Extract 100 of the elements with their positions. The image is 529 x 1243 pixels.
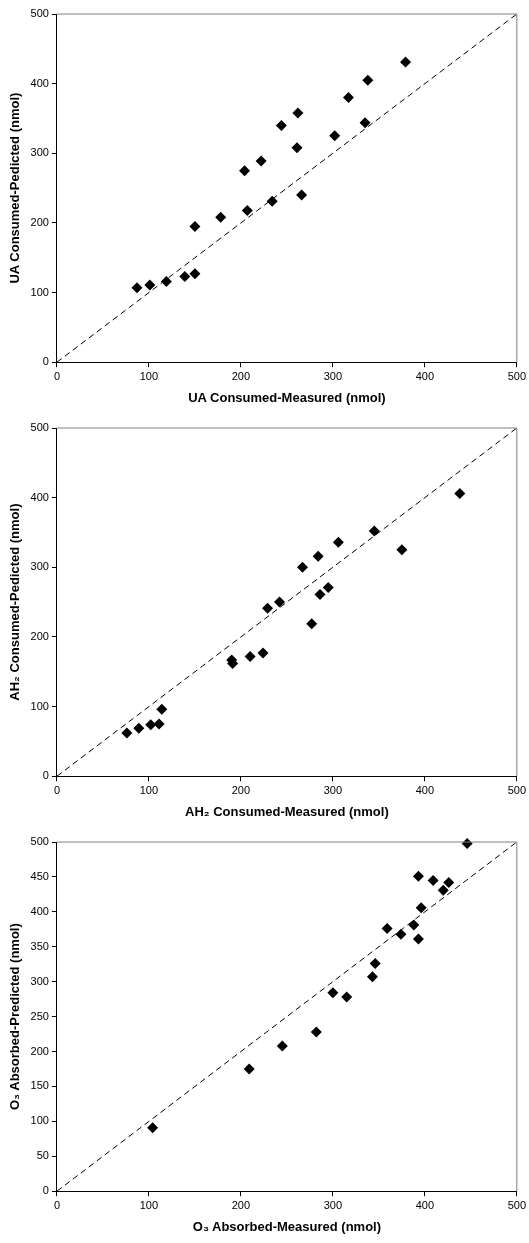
y-tick-label: 400	[30, 76, 49, 89]
point	[297, 561, 309, 573]
y-tick-label: 300	[30, 974, 49, 987]
x-tick-label: 500	[507, 1198, 526, 1211]
y-tick-label: 0	[42, 769, 49, 782]
point	[415, 902, 427, 914]
x-axis-title: AH₂ Consumed-Measured (nmol)	[185, 803, 389, 819]
y-tick-label: 450	[30, 869, 49, 882]
y-tick-label: 500	[30, 421, 49, 434]
point	[395, 928, 407, 940]
point	[147, 1122, 159, 1134]
y-tick-label: 200	[30, 1044, 49, 1057]
point	[243, 1063, 255, 1075]
x-tick-label: 0	[53, 783, 61, 796]
point	[412, 870, 424, 882]
point	[145, 719, 157, 731]
x-tick-label: 200	[231, 1198, 251, 1211]
point	[381, 923, 393, 935]
y-tick-label: 100	[30, 699, 49, 712]
point	[341, 991, 353, 1003]
y-tick-label: 100	[30, 285, 49, 298]
y-tick-label: 150	[30, 1079, 49, 1092]
point	[291, 142, 303, 154]
y-tick-label: 0	[42, 355, 49, 368]
y-tick-label: 100	[30, 1114, 49, 1127]
point	[329, 130, 341, 142]
point	[427, 874, 439, 886]
point	[262, 602, 274, 614]
point	[343, 92, 355, 104]
x-axis-title: UA Consumed-Measured (nmol)	[188, 389, 386, 405]
point	[408, 919, 420, 931]
y-tick-label: 500	[30, 835, 49, 848]
x-tick-label: 300	[323, 783, 343, 796]
y-tick-label: 400	[30, 490, 49, 503]
point	[179, 271, 191, 283]
point	[244, 650, 256, 662]
x-tick-label: 100	[139, 369, 159, 382]
point	[312, 550, 324, 562]
point	[189, 268, 201, 280]
point	[239, 165, 251, 177]
point	[454, 487, 466, 499]
point	[133, 722, 145, 734]
x-tick-label: 400	[415, 369, 435, 382]
x-tick-label: 500	[507, 783, 526, 796]
x-tick-label: 0	[53, 369, 61, 382]
point	[296, 189, 308, 201]
point	[362, 74, 374, 86]
point	[276, 1040, 288, 1052]
y-tick-label: 300	[30, 560, 49, 573]
y-tick-label: 0	[42, 1184, 49, 1197]
x-axis-title: O₃ Absorbed-Measured (nmol)	[192, 1218, 382, 1234]
point	[255, 155, 267, 167]
y-tick-label: 300	[30, 146, 49, 159]
point	[443, 877, 455, 889]
point	[257, 647, 269, 659]
point	[306, 618, 318, 630]
x-tick-label: 100	[139, 783, 159, 796]
point	[359, 117, 371, 129]
point	[274, 596, 286, 608]
point	[396, 544, 408, 556]
point	[437, 884, 449, 896]
x-tick-label: 200	[231, 783, 251, 796]
point	[215, 211, 227, 223]
point	[327, 987, 339, 999]
point	[314, 588, 326, 600]
point	[369, 958, 381, 970]
point	[275, 119, 287, 131]
point	[310, 1026, 322, 1038]
y-tick-label: 400	[30, 904, 49, 917]
point	[144, 279, 156, 291]
point	[368, 525, 380, 537]
point	[156, 703, 168, 715]
x-tick-label: 300	[323, 369, 343, 382]
y-tick-label: 350	[30, 939, 49, 952]
x-tick-label: 500	[507, 369, 526, 382]
y-axis-title: UA Consumed-Pedicted (nmol)	[7, 92, 23, 284]
y-tick-label: 50	[36, 1149, 49, 1162]
x-tick-label: 400	[415, 783, 435, 796]
x-tick-label: 300	[323, 1198, 343, 1211]
x-tick-label: 0	[53, 1198, 61, 1211]
point	[153, 718, 165, 730]
point	[366, 971, 378, 983]
y-tick-label: 200	[30, 215, 49, 228]
point	[332, 536, 344, 548]
y-tick-label: 250	[30, 1009, 49, 1022]
x-tick-label: 200	[231, 369, 251, 382]
point	[241, 204, 253, 216]
point	[131, 282, 143, 294]
x-tick-label: 400	[415, 1198, 435, 1211]
x-tick-label: 100	[139, 1198, 159, 1211]
y-axis-title: AH₂ Consumed-Pedicted (nmol)	[7, 503, 23, 701]
point	[266, 195, 278, 207]
point	[121, 727, 133, 739]
point	[160, 275, 172, 287]
y-tick-label: 200	[30, 629, 49, 642]
point	[189, 220, 201, 232]
point	[412, 933, 424, 945]
point	[400, 56, 412, 68]
y-tick-label: 500	[30, 7, 49, 20]
point	[292, 107, 304, 119]
